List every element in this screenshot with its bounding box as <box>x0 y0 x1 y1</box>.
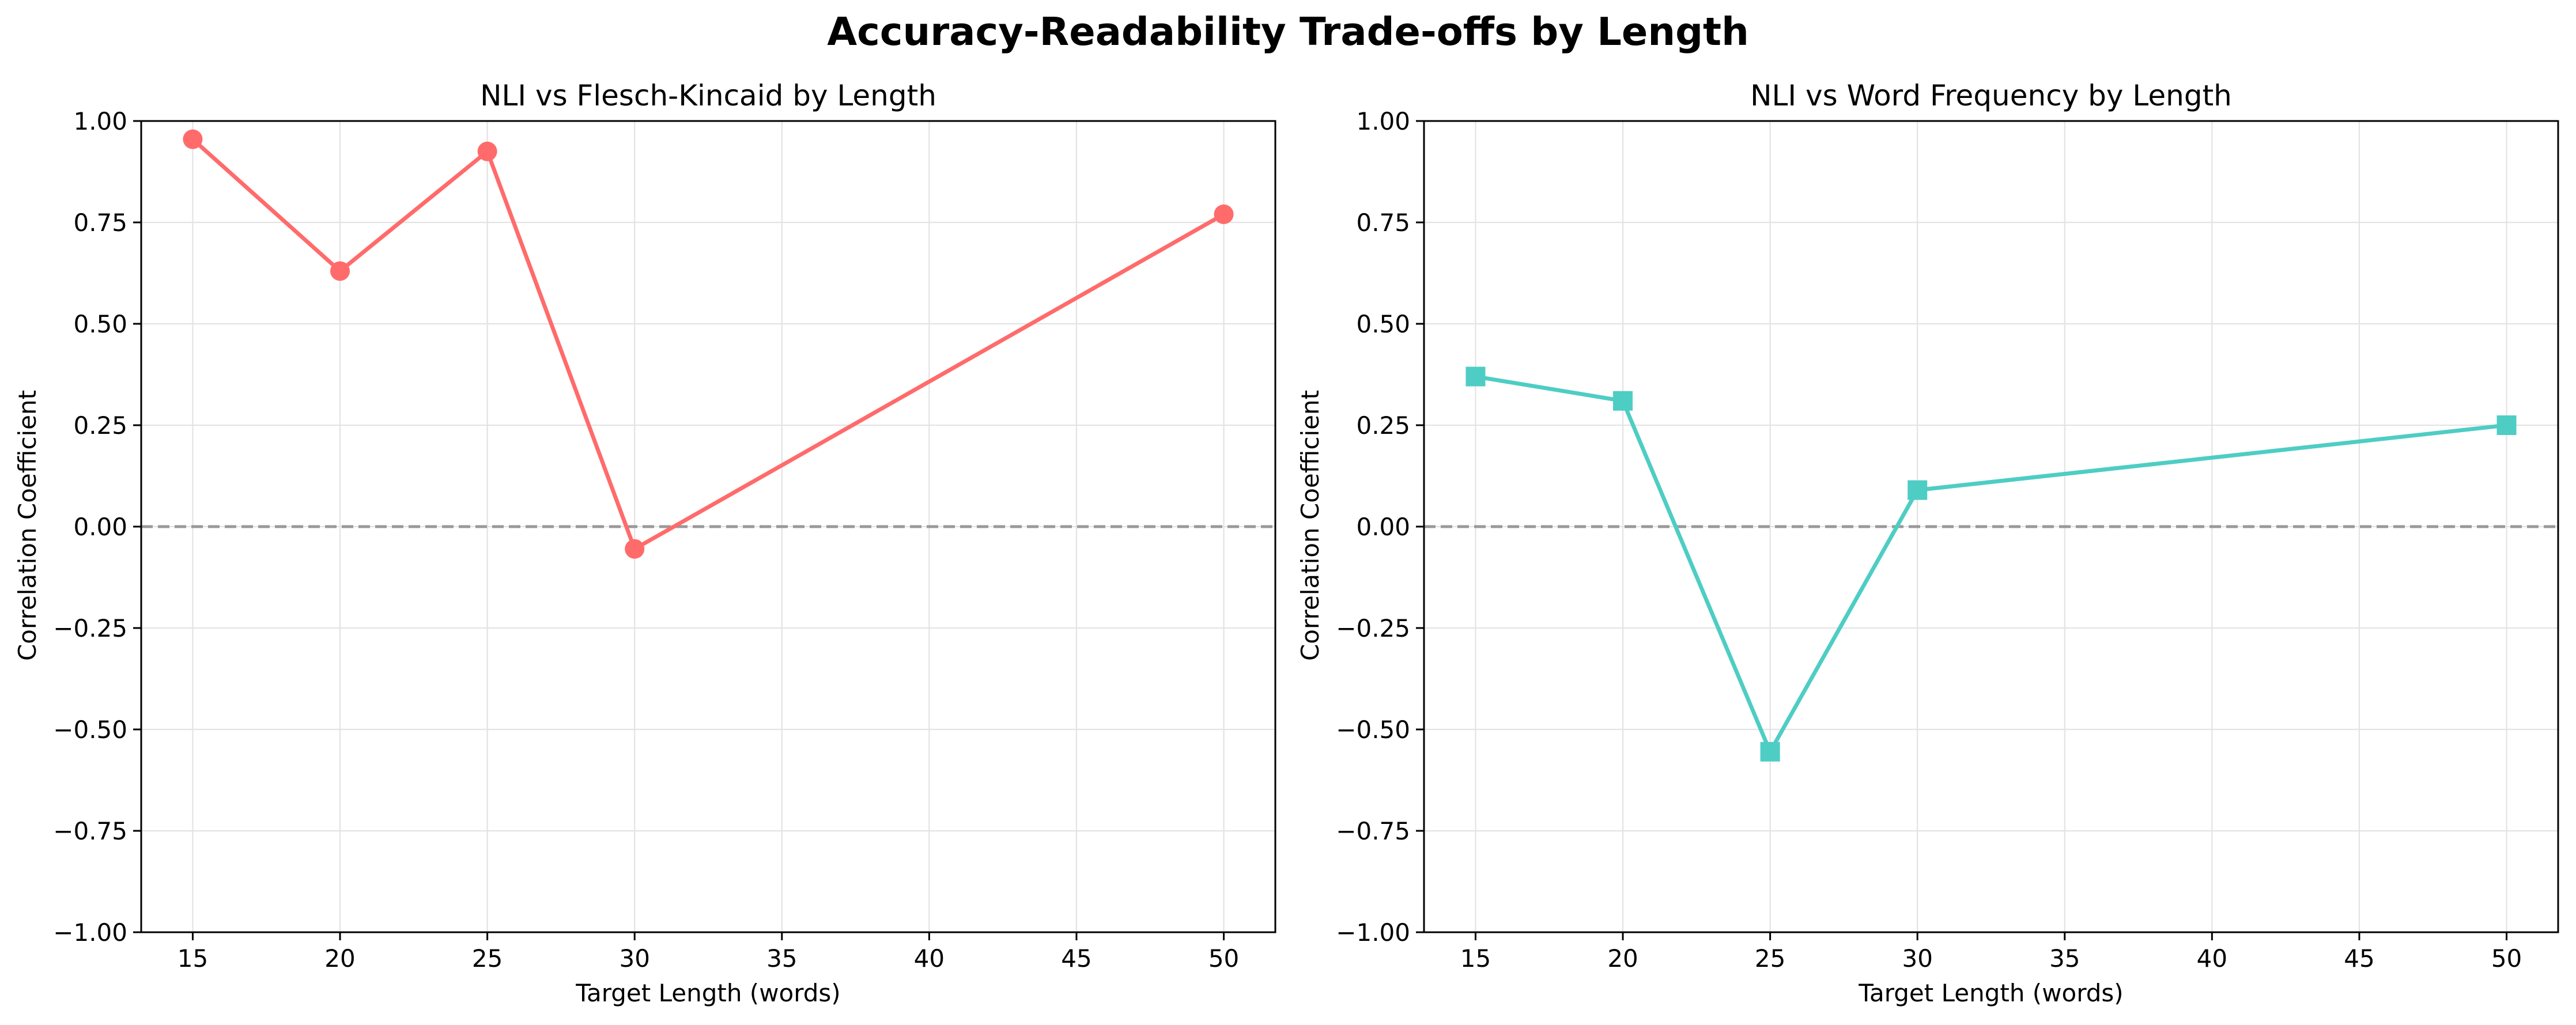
y-axis-label: Correlation Coefficient <box>13 390 41 661</box>
y-tick-label: 0.75 <box>73 209 127 237</box>
panel-flesch-kincaid: NLI vs Flesch-Kincaid by Length Target L… <box>13 79 1276 1007</box>
y-tick-label: −0.75 <box>53 817 127 845</box>
x-tick-label: 25 <box>1755 944 1785 973</box>
x-tick-label: 40 <box>914 944 945 973</box>
x-tick-label: 15 <box>1460 944 1491 973</box>
data-point-marker <box>1613 391 1633 411</box>
x-tick-label: 30 <box>1902 944 1932 973</box>
y-tick-label: −0.50 <box>1336 716 1410 744</box>
x-tick-label: 45 <box>1061 944 1091 973</box>
data-point-marker <box>625 539 645 559</box>
y-tick-label: 0.00 <box>1356 513 1410 541</box>
x-tick-label: 45 <box>2344 944 2374 973</box>
panel-word-frequency: NLI vs Word Frequency by Length Target L… <box>1296 79 2559 1007</box>
data-point-marker <box>183 129 203 149</box>
y-tick-label: 0.25 <box>1356 411 1410 440</box>
data-point-marker <box>477 141 497 161</box>
y-axis-label: Correlation Coefficient <box>1296 390 1324 661</box>
x-tick-label: 15 <box>177 944 208 973</box>
y-tick-label: 0.50 <box>1356 310 1410 338</box>
data-point-marker <box>330 261 350 281</box>
y-tick-label: 0.50 <box>73 310 127 338</box>
data-point-marker <box>1908 480 1928 500</box>
series-line <box>190 137 1226 551</box>
x-tick-label: 50 <box>1208 944 1239 973</box>
y-tick-label: 0.75 <box>1356 209 1410 237</box>
x-tick-label: 35 <box>766 944 797 973</box>
x-tick-label: 20 <box>324 944 355 973</box>
panel-title: NLI vs Word Frequency by Length <box>1750 79 2232 112</box>
figure-title: Accuracy-Readability Trade-offs by Lengt… <box>827 9 1749 54</box>
y-tick-label: 1.00 <box>73 107 127 135</box>
panel-title: NLI vs Flesch-Kincaid by Length <box>480 79 936 112</box>
x-tick-label: 35 <box>2049 944 2080 973</box>
data-point-marker <box>2496 415 2517 435</box>
y-tick-label: −0.25 <box>53 614 127 642</box>
y-tick-label: −1.00 <box>1336 918 1410 947</box>
x-tick-label: 25 <box>472 944 503 973</box>
data-point-marker <box>1465 366 1486 387</box>
x-tick-label: 30 <box>619 944 649 973</box>
y-tick-label: 0.00 <box>73 513 127 541</box>
y-tick-label: 0.25 <box>73 411 127 440</box>
y-tick-label: −0.25 <box>1336 614 1410 642</box>
data-point-marker <box>1760 742 1780 762</box>
x-tick-label: 40 <box>2197 944 2227 973</box>
y-tick-label: −0.50 <box>53 716 127 744</box>
x-tick-label: 50 <box>2491 944 2522 973</box>
series-line <box>1473 375 2509 754</box>
data-point-marker <box>1214 204 1234 224</box>
y-tick-label: −0.75 <box>1336 817 1410 845</box>
x-axis-label: Target Length (words) <box>575 979 840 1007</box>
y-tick-label: −1.00 <box>53 918 127 947</box>
y-tick-label: 1.00 <box>1356 107 1410 135</box>
x-axis-label: Target Length (words) <box>1858 979 2123 1007</box>
x-tick-label: 20 <box>1607 944 1638 973</box>
